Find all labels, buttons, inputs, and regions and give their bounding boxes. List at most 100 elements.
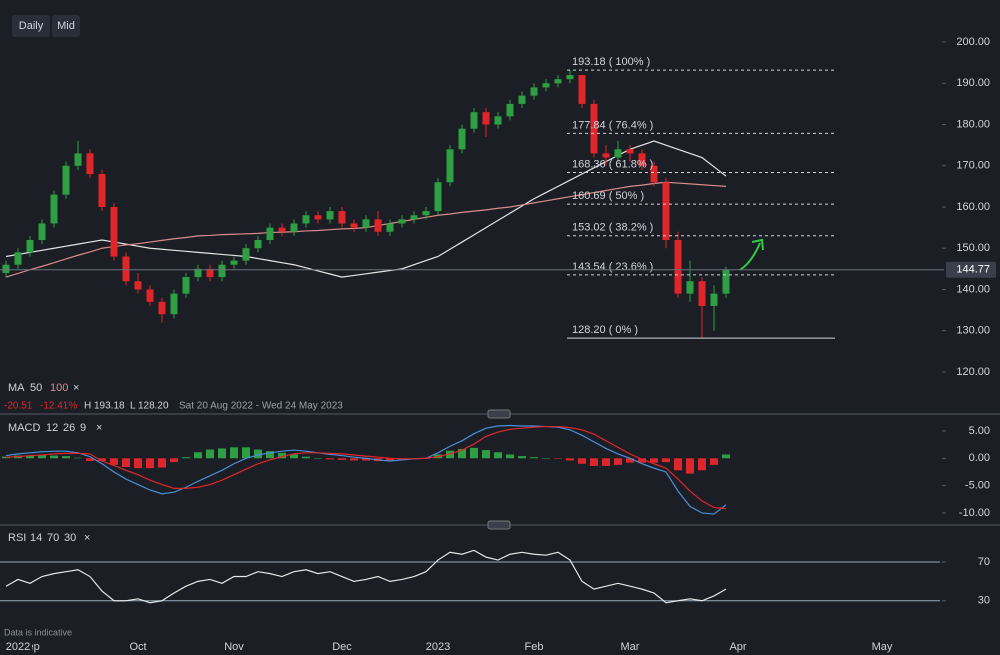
fib-label: 168.36 ( 61.8% )	[572, 158, 653, 170]
x-label-bg	[520, 639, 548, 655]
resize-handle[interactable]	[487, 409, 511, 419]
y-tick-label: 200.00	[956, 36, 990, 48]
histogram-bar	[542, 458, 550, 459]
legend-close[interactable]: ×	[96, 422, 102, 434]
histogram-bar	[554, 458, 562, 459]
candle-body	[290, 223, 298, 232]
candle-body	[218, 264, 226, 278]
y-tick-label: 130.00	[956, 325, 990, 337]
timeframe-label[interactable]: Daily	[19, 20, 44, 32]
histogram-bar	[194, 452, 202, 459]
histogram-bar	[302, 456, 310, 459]
candle-body	[698, 281, 706, 306]
y-tick-label: -5.00	[965, 480, 990, 492]
histogram-bar	[698, 458, 706, 471]
histogram-bar	[578, 458, 586, 464]
indicator-param: 9	[80, 422, 86, 434]
fib-label: 143.54 ( 23.6% )	[572, 261, 653, 273]
histogram-bar	[686, 458, 694, 474]
candle-body	[146, 289, 154, 302]
histogram-bar	[614, 458, 622, 465]
candle-body	[14, 252, 22, 265]
y-tick-label: 5.00	[969, 425, 990, 437]
candle-body	[86, 153, 94, 175]
x-label-bg	[220, 639, 248, 655]
fib-label: 128.20 ( 0% )	[572, 324, 638, 336]
candle-body	[254, 239, 262, 249]
histogram-bar	[566, 458, 574, 461]
x-label-bg	[328, 639, 356, 655]
x-tick-label: 2022	[6, 641, 30, 653]
candle-body	[650, 165, 658, 183]
histogram-bar	[482, 450, 490, 459]
timeframe-button[interactable]	[12, 15, 50, 37]
y-tick-label: 170.00	[956, 160, 990, 172]
histogram-bar	[134, 458, 142, 469]
legend-close[interactable]: ×	[73, 382, 79, 394]
candle-body	[578, 75, 586, 104]
histogram-bar	[506, 454, 514, 459]
histogram-bar	[470, 447, 478, 459]
y-tick-label: 180.00	[956, 118, 990, 130]
histogram-bar	[254, 449, 262, 459]
histogram-bar	[242, 447, 250, 459]
histogram-bar	[158, 458, 166, 468]
histogram-bar	[266, 451, 274, 459]
x-label-bg	[724, 639, 752, 655]
x-label-bg	[616, 639, 644, 655]
histogram-bar	[206, 449, 214, 459]
legend-close[interactable]: ×	[84, 532, 90, 544]
histogram-bar	[458, 448, 466, 459]
candle-body	[518, 95, 526, 104]
x-tick-label: Oct	[129, 641, 146, 653]
candle-body	[194, 268, 202, 278]
x-tick-label: 2023	[426, 641, 450, 653]
disclaimer: Data is indicative	[4, 627, 72, 637]
candle-body	[422, 211, 430, 216]
candle-body	[638, 153, 646, 166]
histogram-bar	[386, 458, 394, 462]
price-type-button[interactable]	[52, 15, 80, 37]
fib-label: 193.18 ( 100% )	[572, 56, 650, 68]
fib-label: 153.02 ( 38.2% )	[572, 222, 653, 234]
histogram-bar	[326, 458, 334, 460]
candle-body	[242, 248, 250, 261]
candle-body	[614, 149, 622, 158]
candle-body	[674, 239, 682, 294]
histogram-bar	[98, 458, 106, 462]
x-label-bg	[424, 639, 452, 655]
legend-stat: H 193.18	[84, 401, 125, 412]
candle-body	[182, 277, 190, 294]
indicator-title: MACD	[8, 422, 40, 434]
candle-body	[362, 219, 370, 228]
price-type-label[interactable]: Mid	[57, 20, 75, 32]
candle-body	[554, 79, 562, 84]
indicator-line	[5, 549, 727, 604]
histogram-bar	[170, 458, 178, 463]
candle-body	[530, 87, 538, 96]
candle-body	[386, 223, 394, 232]
x-tick-label: Apr	[729, 641, 746, 653]
histogram-bar	[590, 458, 598, 466]
histogram-bar	[182, 457, 190, 459]
y-tick-label: 140.00	[956, 283, 990, 295]
x-tick-label: Dec	[332, 641, 352, 653]
candle-body	[302, 215, 310, 224]
last-price-box	[946, 261, 996, 278]
histogram-bar	[2, 456, 10, 459]
indicator-param: 26	[63, 422, 75, 434]
histogram-bar	[350, 458, 358, 461]
legend-stat: -20.51	[4, 401, 33, 412]
candle-body	[278, 227, 286, 232]
histogram-bar	[110, 458, 118, 465]
histogram-bar	[314, 458, 322, 459]
x-tick-label: Mar	[621, 641, 640, 653]
legend-stat: Sat 20 Aug 2022 - Wed 24 May 2023	[179, 401, 343, 412]
candle-body	[470, 112, 478, 129]
resize-handle[interactable]	[487, 520, 511, 530]
histogram-bar	[230, 447, 238, 459]
ma-legend-title: MA	[8, 382, 25, 394]
candle-body	[398, 219, 406, 224]
